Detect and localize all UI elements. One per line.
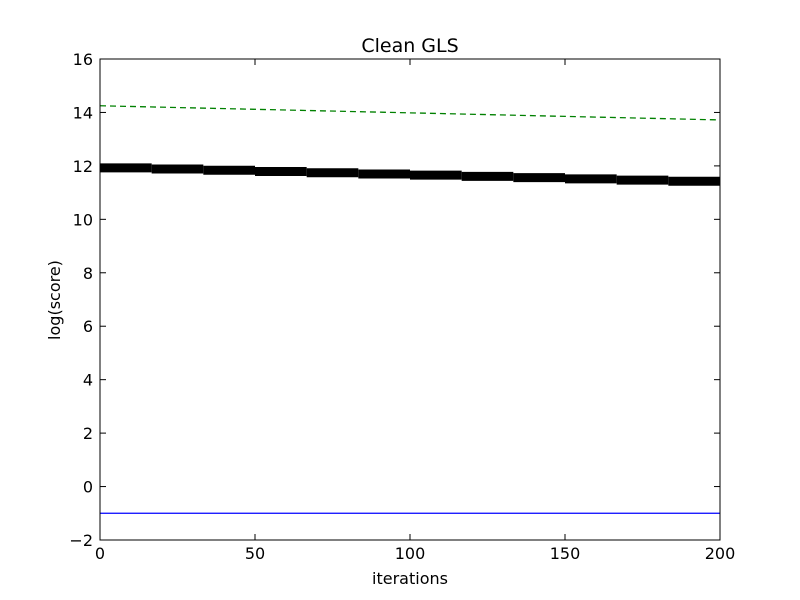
x-axis-label: iterations bbox=[372, 569, 448, 588]
y-tick-label: 6 bbox=[83, 317, 93, 336]
y-tick-label: 12 bbox=[73, 157, 93, 176]
x-tick-label: 0 bbox=[95, 544, 105, 563]
series-1 bbox=[100, 163, 720, 186]
y-tick-label: 14 bbox=[73, 103, 93, 122]
y-tick-label: 8 bbox=[83, 264, 93, 283]
x-tick-label: 150 bbox=[550, 544, 581, 563]
series-layer bbox=[99, 105, 721, 514]
y-tick-label: 4 bbox=[83, 371, 93, 390]
x-tick-label: 100 bbox=[395, 544, 426, 563]
y-tick-label: −2 bbox=[69, 531, 93, 550]
series-0-line bbox=[99, 105, 721, 121]
series-0 bbox=[99, 105, 721, 121]
plot-frame bbox=[99, 58, 721, 541]
y-tick-label: 0 bbox=[83, 478, 93, 497]
x-tick-label: 50 bbox=[245, 544, 265, 563]
x-axis-ticks: 0 50 100 150 200 bbox=[95, 59, 735, 563]
x-tick-label: 200 bbox=[705, 544, 736, 563]
y-axis-label: log(score) bbox=[45, 260, 64, 340]
y-tick-label: 2 bbox=[83, 424, 93, 443]
y-axis-ticks: −2 0 2 4 6 8 10 12 14 16 bbox=[69, 50, 720, 550]
y-tick-label: 16 bbox=[73, 50, 93, 69]
y-tick-label: 10 bbox=[73, 210, 93, 229]
chart-title: Clean GLS bbox=[361, 35, 458, 57]
